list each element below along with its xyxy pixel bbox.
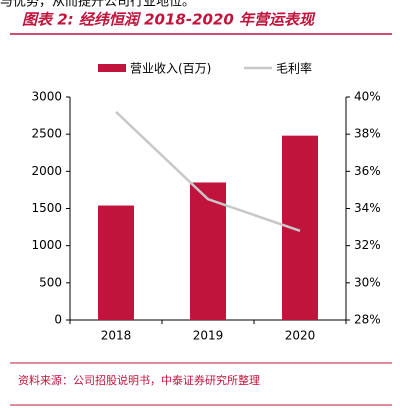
top-text: 与优势，从而提升公司行业地位。 (0, 0, 195, 10)
bar (190, 182, 226, 320)
y2-tick-label: 30% (354, 275, 381, 289)
source: 资料来源：公司招股说明书，中泰证券研究所整理 (18, 373, 260, 387)
y-tick-label: 500 (39, 275, 62, 289)
y2-tick-label: 32% (354, 238, 381, 252)
legend-label: 毛利率 (276, 61, 312, 76)
y-tick-label: 2000 (31, 164, 62, 178)
y2-tick-label: 28% (354, 313, 381, 327)
legend-label: 营业收入(百万) (130, 62, 211, 76)
y-tick-label: 0 (54, 313, 62, 327)
legend-swatch (98, 64, 126, 72)
y-tick-label: 1000 (31, 238, 62, 252)
y2-tick-label: 40% (354, 90, 381, 104)
x-tick-label: 2020 (285, 329, 316, 343)
y-tick-label: 2500 (31, 127, 62, 141)
y-tick-label: 3000 (31, 90, 62, 104)
bar (98, 205, 134, 320)
y2-tick-label: 34% (354, 201, 381, 215)
x-tick-label: 2019 (193, 329, 224, 343)
chart-title: 图表 2: 经纬恒润 2018-2020 年营运表现 (22, 11, 316, 29)
y-tick-label: 1500 (31, 201, 62, 215)
y2-tick-label: 36% (354, 164, 381, 178)
bar (282, 135, 318, 320)
y2-tick-label: 38% (354, 127, 381, 141)
line (115, 110, 301, 232)
x-tick-label: 2018 (101, 329, 132, 343)
